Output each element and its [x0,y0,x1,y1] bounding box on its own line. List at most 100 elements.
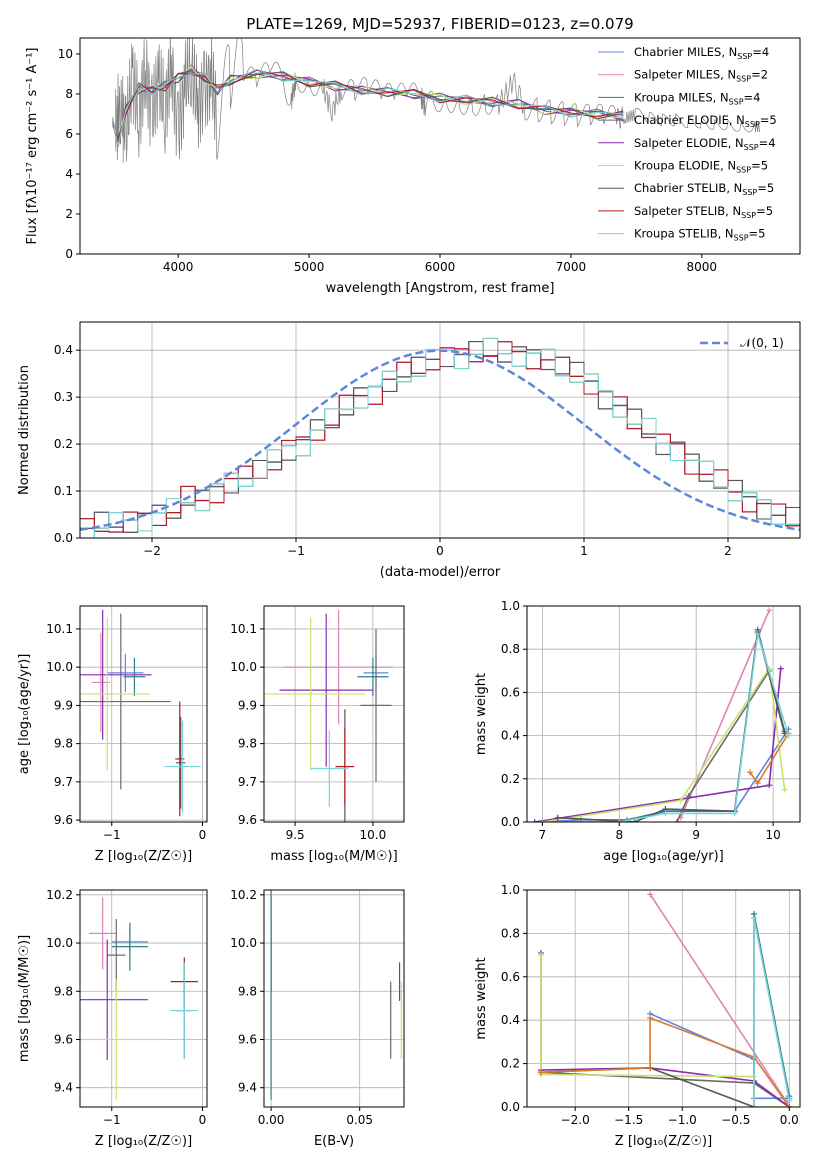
series-marker [531,819,538,822]
x-axis-label: Z [log₁₀(Z/Z☉)] [95,1134,192,1149]
series-marker [766,607,773,614]
y-tick-label: 10.0 [46,936,73,950]
plot-area [264,890,404,1107]
x-axis-label: (data-model)/error [380,565,501,580]
x-tick-label: 0.0 [780,1113,799,1127]
y-tick-label: 0 [65,247,73,261]
legend-label: Chabrier MILES, N [634,45,737,59]
axes-frame [79,37,801,255]
plot-area [112,38,761,164]
x-tick-label: 7000 [556,260,587,274]
legend-label: Kroupa MILES, N [634,90,729,104]
y-tick-label: 9.6 [238,813,257,827]
y-tick-label: 0.0 [501,1100,520,1114]
x-tick-label: −1 [287,544,305,558]
series-line [676,670,770,822]
x-tick-label: 2 [724,544,732,558]
legend-entry: Chabrier STELIB, NSSP=5 [634,181,774,197]
model-spectrum-line [112,71,624,140]
axes-frame [79,889,208,1108]
series-line [680,609,770,819]
model-spectrum-line [112,69,624,139]
x-axis-label: wavelength [Angstrom, rest frame] [326,281,555,296]
y-tick-label: 0.4 [54,343,73,357]
y-tick-label: 6 [65,127,73,141]
y-tick-label: 10 [58,47,73,61]
panel-age-vs-z: −1 0 9.6 9.7 9.8 9.9 10.0 10.1 Z [log₁₀(Z/Z☉)] ag… [17,605,208,864]
y-tick-label: 0.6 [501,685,520,699]
x-tick-label: 0.00 [258,1113,285,1127]
series-line [540,1071,790,1107]
y-axis-label: mass weight [474,957,489,1039]
axes-frame [526,605,801,823]
x-tick-label: 10 [765,828,780,842]
axes-frame [79,321,801,539]
y-tick-label: 0.1 [54,484,73,498]
series-line [542,633,790,822]
y-axis-label: mass weight [474,673,489,755]
series-marker [747,769,754,776]
y-tick-label: 9.9 [238,698,257,712]
x-tick-label: 5000 [294,260,325,274]
plot-area [80,322,800,538]
y-tick-label: 0.0 [54,531,73,545]
y-tick-label: 9.4 [238,1081,257,1095]
legend-label: Kroupa STELIB, N [634,227,734,241]
x-tick-label: −2 [143,544,161,558]
y-tick-label: 9.9 [54,698,73,712]
legend-suffix: =5 [760,113,777,127]
x-axis-label: E(B-V) [314,1134,354,1149]
x-tick-label: 0 [199,828,207,842]
y-tick-label: 10.1 [46,622,73,636]
series-marker [786,1097,793,1104]
model-spectrum-line [112,65,624,140]
model-spectrum-line [112,68,624,147]
series-line [540,1016,790,1107]
legend-suffix: =5 [749,227,766,241]
legend-label: Salpeter STELIB, N [634,204,741,218]
legend-suffix: =4 [744,90,761,104]
legend-suffix: =2 [751,68,768,82]
legend-sub: SSP [729,97,744,106]
x-tick-label: 7 [539,828,547,842]
y-tick-label: 10.0 [46,660,73,674]
series-marker [754,631,761,638]
series-marker [731,810,738,817]
y-tick-label: 10.2 [230,888,257,902]
x-tick-label: 8 [615,828,623,842]
plot-area [80,606,207,822]
y-tick-label: 9.8 [54,737,73,751]
legend-label: Chabrier STELIB, N [634,181,742,195]
legend-sub: SSP [744,143,759,152]
x-tick-label: 0 [436,544,444,558]
x-tick-label: 4000 [163,260,194,274]
x-tick-label: −1 [103,1113,121,1127]
series-marker [537,1069,544,1076]
y-tick-label: 1.0 [501,883,520,897]
legend-suffix: =5 [756,204,773,218]
y-tick-label: 0.8 [501,926,520,940]
y-tick-label: 0.8 [501,642,520,656]
axes-frame [263,605,405,823]
x-tick-label: 8000 [687,260,718,274]
series-marker [750,915,757,922]
y-tick-label: 10.2 [46,888,73,902]
series-line [542,666,786,822]
legend-entry: Salpeter STELIB, NSSP=5 [634,204,773,220]
series-marker [647,1015,654,1022]
plot-area [527,890,800,1107]
panel-age-vs-mass: 9.5 10.0 9.6 9.7 9.8 9.9 10.0 10.1 mass [log₁₀(M… [230,605,405,864]
x-tick-label: −1.0 [668,1113,697,1127]
y-tick-label: 9.7 [238,775,257,789]
panel-mass-vs-z: −1 0 9.4 9.6 9.8 10.0 10.2 Z [log₁₀(Z/Z☉)] mass … [17,888,208,1149]
legend-sub: SSP [737,52,752,61]
series-marker [766,782,773,789]
y-tick-label: 9.8 [238,984,257,998]
series-marker [662,810,669,817]
series-marker [777,665,784,672]
legend-sub: SSP [736,75,751,84]
panel-mass-weight-vs-z: −2.0 −1.5 −1.0 −0.5 0.0 0.0 0.2 0.4 0.6 0.8 1.0 Z [… [474,883,801,1149]
model-spectrum-line [112,69,624,144]
axes-frame [526,889,801,1108]
